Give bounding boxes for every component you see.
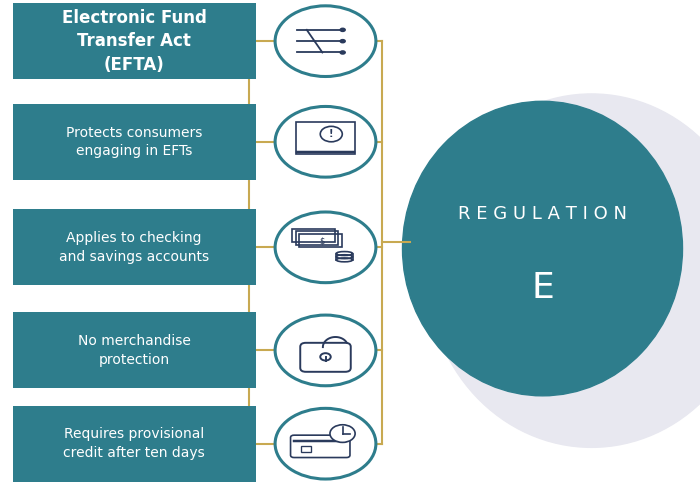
Text: Protects consumers
engaging in EFTs: Protects consumers engaging in EFTs	[66, 125, 202, 158]
Circle shape	[275, 212, 376, 283]
FancyBboxPatch shape	[13, 104, 255, 180]
Text: Electronic Fund
Transfer Act
(EFTA): Electronic Fund Transfer Act (EFTA)	[62, 8, 206, 74]
Circle shape	[275, 315, 376, 386]
Text: Requires provisional
credit after ten days: Requires provisional credit after ten da…	[63, 427, 205, 460]
Circle shape	[340, 39, 346, 43]
FancyBboxPatch shape	[13, 209, 255, 286]
Circle shape	[275, 6, 376, 77]
Text: R E G U L A T I O N: R E G U L A T I O N	[458, 205, 627, 223]
Circle shape	[321, 126, 342, 142]
Text: $: $	[319, 236, 324, 245]
FancyBboxPatch shape	[13, 312, 255, 388]
Text: !: !	[329, 129, 333, 139]
Ellipse shape	[427, 94, 700, 448]
Text: Applies to checking
and savings accounts: Applies to checking and savings accounts	[59, 231, 209, 263]
Text: E: E	[531, 271, 554, 305]
Circle shape	[340, 28, 346, 32]
Ellipse shape	[402, 101, 682, 396]
FancyBboxPatch shape	[13, 3, 255, 79]
Circle shape	[340, 50, 346, 55]
Text: No merchandise
protection: No merchandise protection	[78, 334, 190, 367]
Circle shape	[330, 425, 355, 443]
FancyBboxPatch shape	[13, 406, 255, 482]
Circle shape	[275, 106, 376, 177]
Circle shape	[275, 409, 376, 479]
